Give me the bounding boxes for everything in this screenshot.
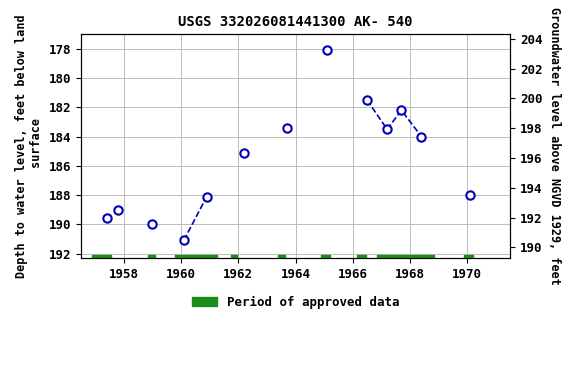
- Y-axis label: Depth to water level, feet below land
 surface: Depth to water level, feet below land su…: [15, 14, 43, 278]
- Y-axis label: Groundwater level above NGVD 1929, feet: Groundwater level above NGVD 1929, feet: [548, 7, 561, 285]
- Legend: Period of approved data: Period of approved data: [187, 291, 404, 314]
- Title: USGS 332026081441300 AK- 540: USGS 332026081441300 AK- 540: [178, 15, 413, 29]
